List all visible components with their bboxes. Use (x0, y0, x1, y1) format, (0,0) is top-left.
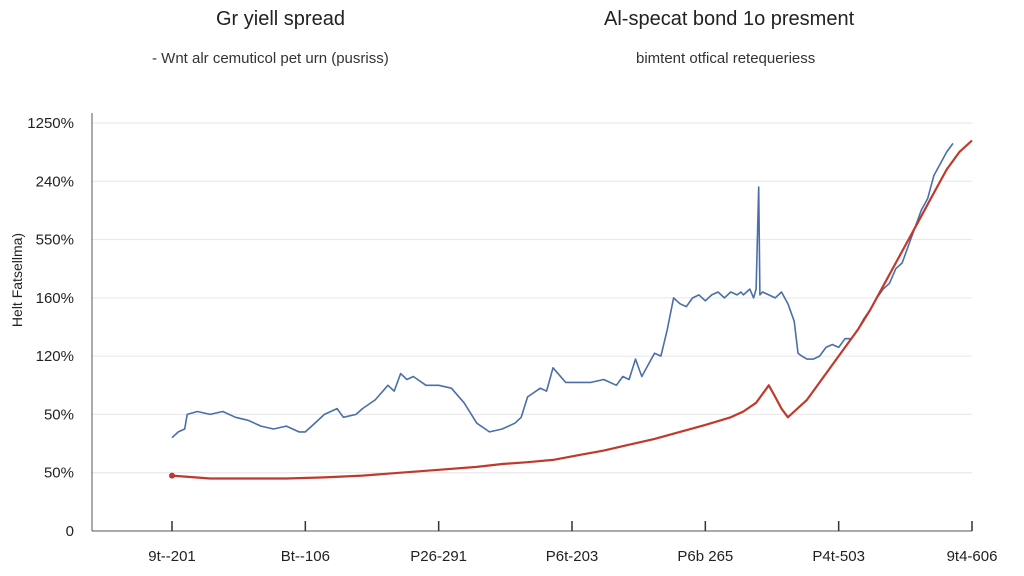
y-tick-label: 240% (36, 173, 74, 190)
x-tick-label: P6t-203 (546, 548, 599, 565)
y-tick-label: 120% (36, 348, 74, 365)
y-tick-label: 1250% (27, 115, 74, 132)
y-tick-label: 160% (36, 290, 74, 307)
x-tick-label: 9t4-606 (947, 548, 998, 565)
series-start-point (169, 472, 175, 479)
x-tick-label: Bt--106 (281, 548, 330, 565)
series-line-2 (171, 139, 973, 480)
tick-layer: 0 50% 50% 120% 160% 550% 240% 1250% 9t--201 Bt--1… (27, 115, 997, 565)
chart-title: Gr yiell spread (216, 8, 345, 30)
series-line-1 (171, 142, 954, 439)
x-tick-label: P6b 265 (677, 548, 733, 565)
series-layer (169, 139, 973, 480)
y-tick-label: 50% (44, 406, 74, 423)
grid-layer (92, 122, 972, 474)
x-tick-label: P4t-503 (812, 548, 865, 565)
x-tick-label: P26-291 (410, 548, 467, 565)
y-tick-label: 0 (66, 523, 74, 540)
chart-title-right: Al-specat bond 1o presment (604, 8, 855, 30)
y-tick-label: 50% (44, 465, 74, 482)
chart-subtitle: - Wnt alr cemuticol pet urn (pusriss) (152, 50, 389, 67)
y-tick-label: 550% (36, 232, 74, 249)
axis-layer (91, 113, 973, 532)
chart-subtitle-right: bimtent otfical retequeriess (636, 50, 816, 67)
x-tick-label: 9t--201 (148, 548, 196, 565)
